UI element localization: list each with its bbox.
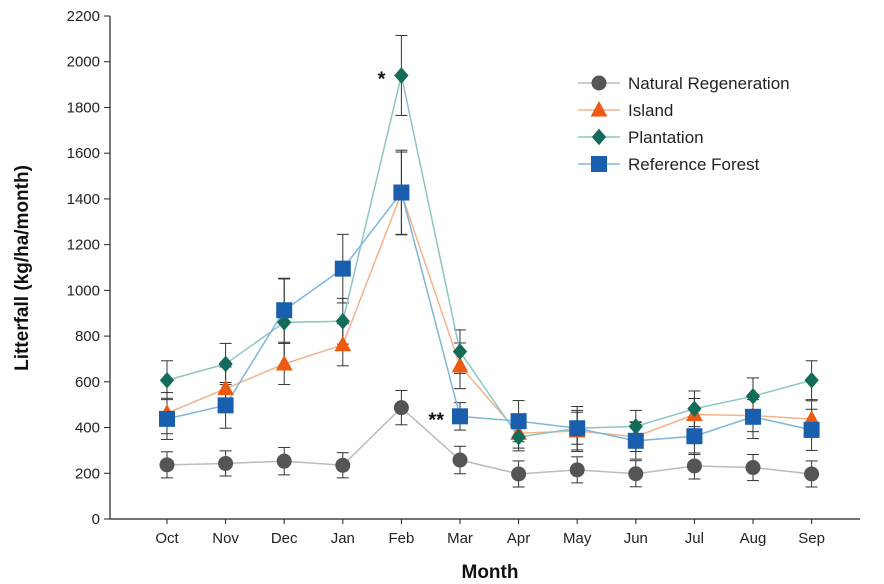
data-point-reference-forest [276,302,293,319]
significance-annotation: ** [428,409,444,431]
x-tick-label: Apr [507,530,530,547]
legend-marker [591,75,607,91]
x-axis-title: Month [462,562,519,583]
data-point-natural-regeneration [218,455,234,471]
y-tick-label: 1000 [67,282,100,299]
series-markers [158,67,820,482]
data-point-plantation [745,387,761,405]
y-tick-label: 200 [75,465,100,482]
data-point-reference-forest [217,397,234,414]
legend-marker [591,128,607,146]
legend-item-island: Island [578,100,673,120]
data-point-natural-regeneration [452,452,468,468]
data-point-natural-regeneration [511,466,527,482]
data-point-island [451,356,469,373]
x-tick-label: Feb [388,530,414,547]
legend-label: Natural Regeneration [628,74,790,93]
data-point-natural-regeneration [159,457,175,473]
data-point-natural-regeneration [335,457,351,473]
y-tick-label: 1800 [67,99,100,116]
data-point-island [217,379,234,396]
data-point-natural-regeneration [276,453,292,469]
data-point-plantation [511,428,526,446]
significance-annotation: * [378,68,386,90]
x-tick-label: May [563,530,592,547]
data-point-natural-regeneration [745,460,761,476]
legend-marker [591,156,607,172]
legend-item-natural-regeneration: Natural Regeneration [578,74,790,93]
legend-label: Plantation [628,128,704,147]
data-point-reference-forest [510,413,527,430]
data-point-plantation [452,343,468,360]
data-point-plantation [277,314,292,331]
data-point-natural-regeneration [628,466,644,482]
legend: Natural Regeneration Island Plantation Refe… [578,74,790,174]
data-point-plantation [687,400,702,418]
x-tick-label: Jan [331,530,355,547]
data-point-plantation [628,418,643,435]
data-point-natural-regeneration [804,466,820,482]
y-tick-label: 600 [75,374,100,391]
data-point-reference-forest [159,410,175,427]
x-tick-label: Sep [798,530,825,547]
series-line-reference-forest [166,190,812,442]
y-tick-label: 1400 [67,191,100,208]
y-tick-label: 1600 [67,145,100,162]
x-tick-label: Nov [212,530,239,547]
y-tick-label: 2000 [67,54,100,71]
y-tick-label: 800 [75,328,100,345]
data-point-reference-forest [334,260,351,277]
y-tick-label: 2200 [67,8,100,25]
axes: 0 200 400 600 800 1000 1200 1400 1600 1800 2000 220… [67,8,860,547]
data-point-island [275,354,293,371]
series-line-island [166,190,812,438]
legend-item-reference-forest: Reference Forest [578,155,760,174]
y-tick-label: 1200 [67,237,100,254]
x-tick-label: Dec [271,530,298,547]
data-point-natural-regeneration [686,458,702,474]
x-tick-label: Mar [447,530,473,547]
data-point-plantation [804,371,819,389]
data-point-reference-forest [569,420,586,437]
data-point-island [334,335,352,352]
x-tick-label: Jun [624,530,648,547]
data-point-reference-forest [627,432,644,449]
data-point-plantation [218,355,233,373]
series-line-plantation [166,75,812,438]
legend-label: Reference Forest [628,155,760,174]
x-tick-label: Jul [685,530,704,547]
x-tick-label: Aug [740,530,767,547]
data-point-plantation [394,67,409,84]
data-point-reference-forest [803,421,820,438]
data-point-plantation [159,371,175,389]
significance-annotations: *** [378,68,445,431]
legend-label: Island [628,101,673,120]
x-tick-label: Oct [155,530,179,547]
data-point-plantation [335,312,350,330]
series-lines [166,75,812,475]
y-tick-label: 0 [92,511,100,528]
data-point-reference-forest [393,184,410,201]
data-point-natural-regeneration [393,400,409,416]
series-line-natural-regeneration [166,406,812,475]
data-point-reference-forest [686,428,703,445]
legend-item-plantation: Plantation [578,128,704,147]
data-point-reference-forest [745,408,761,425]
data-point-natural-regeneration [569,462,585,478]
y-tick-label: 400 [75,420,100,437]
y-axis-title: Litterfall (kg/ha/month) [12,165,33,371]
data-point-reference-forest [452,408,468,425]
legend-marker [590,100,608,117]
